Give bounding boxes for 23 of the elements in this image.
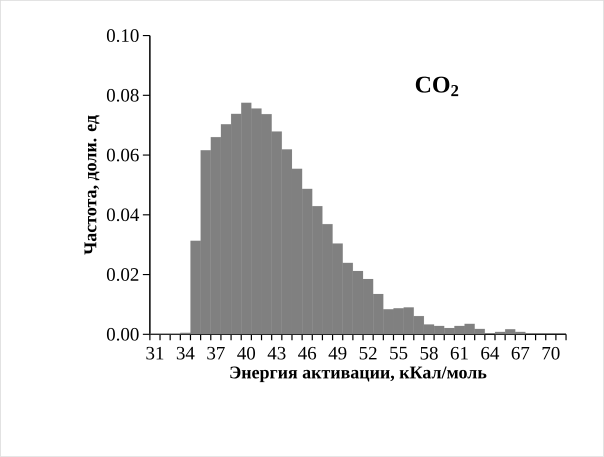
x-tick-label: 34 xyxy=(176,346,195,360)
x-tick-label: 61 xyxy=(450,346,468,360)
y-tick-label: 0.06 xyxy=(106,148,139,162)
x-tick-label: 46 xyxy=(298,346,316,360)
y-tick-label: 0.04 xyxy=(106,208,140,222)
x-tick-label: 40 xyxy=(237,346,256,360)
x-tick-label: 64 xyxy=(481,346,500,360)
x-tick-label: 70 xyxy=(542,346,560,360)
x-tick-label: 55 xyxy=(390,346,408,360)
x-tick-label: 67 xyxy=(512,346,530,360)
x-tick-label: 31 xyxy=(146,346,164,360)
y-tick-label: 0.00 xyxy=(106,328,139,341)
x-tick-label: 49 xyxy=(328,346,346,360)
text: CO$_{2}$ xyxy=(416,76,458,96)
y-tick-label: 0.02 xyxy=(106,268,138,282)
x-axis-title: Энергия активации, кКал/моль xyxy=(230,366,486,382)
x-tick-label: 43 xyxy=(268,346,286,360)
x-tick-label: 58 xyxy=(420,346,438,360)
x-tick-label: 37 xyxy=(207,346,225,360)
y-axis-title: Частота, доли. ед xyxy=(84,115,100,255)
y-tick-label: 0.08 xyxy=(106,88,139,102)
x-tick-label: 52 xyxy=(360,346,377,360)
y-tick-label: 0.10 xyxy=(106,29,139,42)
